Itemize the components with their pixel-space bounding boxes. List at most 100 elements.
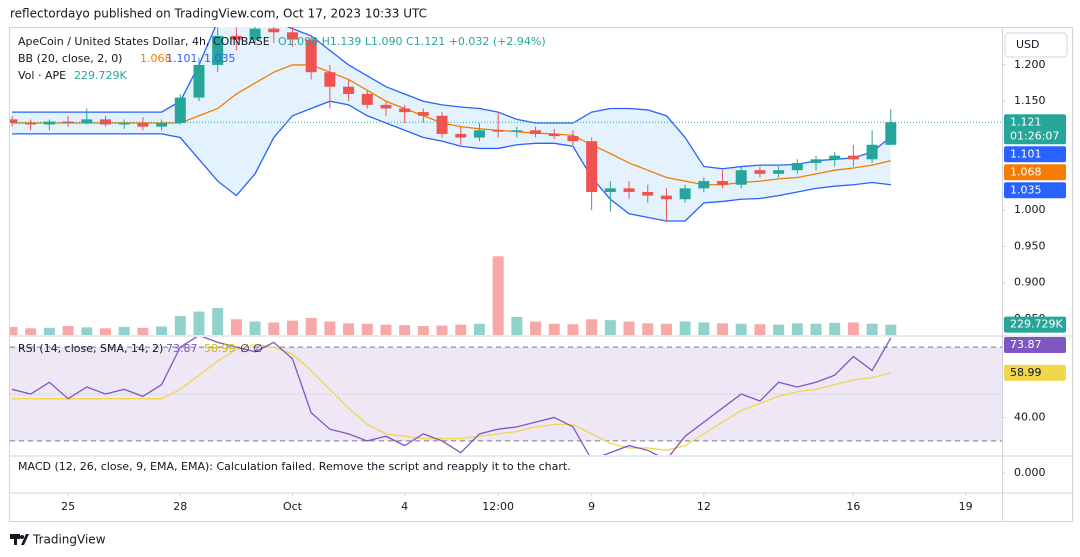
rsi-title: RSI (14, close, SMA, 14, 2) (18, 342, 163, 355)
volume-bar (43, 327, 55, 335)
series-layer (10, 27, 1006, 496)
volume-title: Vol · APE (18, 69, 66, 82)
volume-bar (249, 321, 261, 335)
y-tick-label: 1.200 (1014, 58, 1046, 71)
candle-body (829, 155, 841, 160)
candle-body (212, 35, 224, 65)
volume-bar (212, 308, 224, 335)
volume-bar (324, 321, 336, 335)
candle-body (530, 130, 542, 134)
volume-bar (99, 328, 111, 335)
ohlc: O1.090 H1.139 L1.090 C1.121 +0.032 (+2.9… (278, 35, 546, 48)
x-tick-label: 28 (173, 500, 187, 513)
volume-bar (604, 320, 616, 335)
volume-bar (455, 324, 467, 335)
candle-body (81, 119, 93, 124)
axis-badge-label: 1.035 (1010, 183, 1042, 196)
axis-badge-label: 229.729K (1010, 318, 1063, 331)
candle-body (567, 136, 579, 142)
volume-bar (417, 326, 429, 335)
volume-bar (156, 326, 168, 335)
candle-body (193, 64, 205, 98)
candle-body (417, 112, 429, 116)
volume-bar (810, 323, 822, 335)
candle-body (25, 123, 37, 125)
volume-bar (847, 322, 859, 335)
candle-body (174, 97, 186, 124)
volume-bar (380, 324, 392, 335)
volume-bar (10, 326, 18, 335)
rsi-flags: ∅ ∅ (240, 342, 263, 355)
volume-bar (399, 325, 411, 335)
volume-bar (660, 323, 672, 335)
volume-bar (530, 321, 542, 335)
volume-bar (25, 328, 37, 335)
bb-title: BB (20, close, 2, 0) (18, 52, 122, 65)
candle-body (623, 188, 635, 192)
volume-bar (436, 325, 448, 335)
axis-badge (1004, 364, 1066, 381)
candle-body (156, 123, 168, 127)
candle-body (118, 123, 130, 125)
candle-body (286, 32, 298, 40)
candle-body (885, 122, 897, 145)
volume-bar (174, 316, 186, 335)
rsi-pane (10, 337, 1002, 455)
candle-body (343, 86, 355, 94)
candle-body (324, 72, 336, 87)
macd-tick-label: 0.000 (1014, 466, 1046, 479)
x-tick-label: 25 (61, 500, 75, 513)
candle-body (62, 121, 74, 124)
currency-button[interactable] (1004, 32, 1068, 58)
candle-body (492, 130, 504, 132)
candle-body (399, 108, 411, 113)
y-tick-label: 1.150 (1014, 94, 1046, 107)
publish-info: reflectordayo published on TradingView.c… (10, 7, 427, 21)
bb-lower-value: 1.035 (204, 52, 236, 65)
candle-body (99, 119, 111, 125)
candle-body (717, 181, 729, 185)
volume-bar (679, 321, 691, 335)
footer-brand: TradingView (32, 533, 106, 547)
volume-bar (511, 317, 523, 335)
volume-bar (717, 323, 729, 335)
volume-bar (286, 320, 298, 335)
macd-error: MACD (12, 26, close, 9, EMA, EMA): Calcu… (18, 460, 571, 473)
volume-bar (268, 322, 280, 335)
logo (10, 534, 29, 545)
axis-badge (1004, 316, 1066, 333)
candle-body (361, 93, 373, 105)
volume-bar (473, 323, 485, 335)
candle-body (866, 144, 878, 160)
axis-badge (1004, 114, 1066, 145)
candle-body (604, 188, 616, 192)
chart-frame (9, 27, 1073, 522)
labels-layer: ApeCoin / United States Dollar, 4h, COIN… (10, 35, 1066, 547)
x-tick-label: 19 (959, 500, 973, 513)
candle-body (773, 170, 785, 174)
candle-body (791, 162, 803, 171)
volume-bar (343, 323, 355, 335)
candle-body (268, 28, 280, 33)
bb-upper-line (12, 27, 892, 170)
bb-upper-value: 1.101 (166, 52, 198, 65)
candle-body (754, 170, 766, 174)
x-tick-label: 12 (697, 500, 711, 513)
x-tick-label: 12:00 (482, 500, 514, 513)
volume-bar (698, 322, 710, 335)
axis-badge-label: 1.068 (1010, 165, 1042, 178)
volume-bar (62, 326, 74, 335)
volume-bar (492, 256, 504, 335)
x-tick-label: Oct (283, 500, 303, 513)
candle-body (735, 170, 747, 185)
candle-body (679, 188, 691, 200)
volume-bar (623, 321, 635, 335)
volume-bar (118, 326, 130, 335)
volume-value: 229.729K (74, 69, 127, 82)
rsi-signal-line (12, 344, 891, 451)
volume-bar (735, 323, 747, 335)
candle-body (305, 39, 317, 73)
y-tick-label: 0.900 (1014, 276, 1046, 289)
volume-bar (548, 323, 560, 335)
